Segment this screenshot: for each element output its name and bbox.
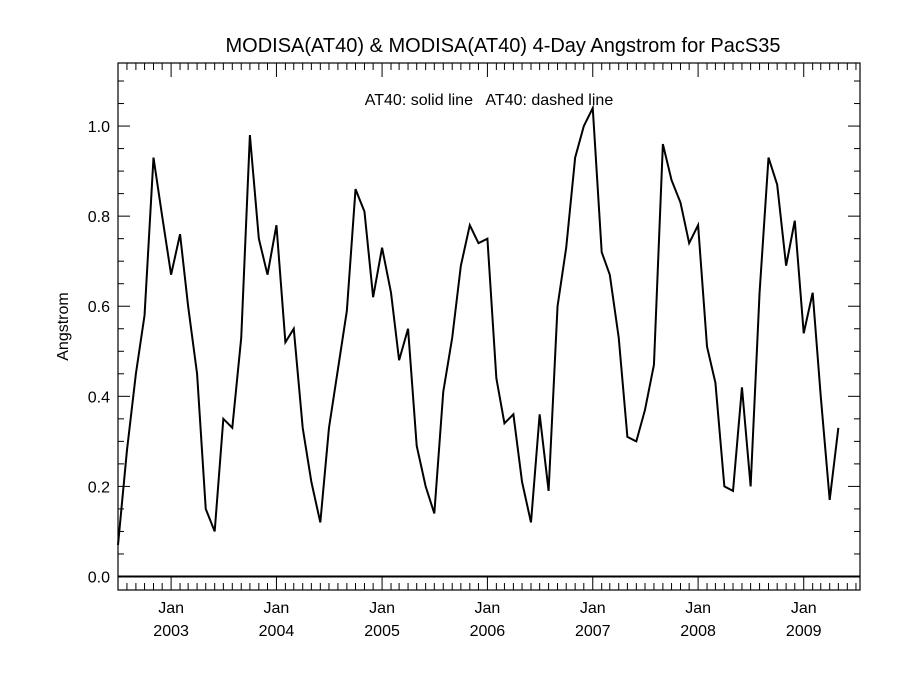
series-layer <box>117 104 860 578</box>
x-tick-year-label: 2005 <box>364 623 400 640</box>
y-tick-label: 0.2 <box>88 479 110 496</box>
x-tick-year-label: 2003 <box>153 623 189 640</box>
x-tick-month-label: Jan <box>264 600 290 617</box>
x-tick-month-label: Jan <box>475 600 501 617</box>
axis-ticks <box>117 63 860 590</box>
y-tick-label: 0.4 <box>88 389 110 406</box>
y-axis-label: Angstrom <box>55 292 72 360</box>
legend-annotation: AT40: solid line AT40: dashed line <box>365 92 614 109</box>
x-tick-month-label: Jan <box>685 600 711 617</box>
x-tick-month-label: Jan <box>369 600 395 617</box>
x-tick-year-label: 2007 <box>575 623 611 640</box>
series-line-solid <box>117 104 840 546</box>
chart-title: MODISA(AT40) & MODISA(AT40) 4-Day Angstr… <box>226 35 781 57</box>
x-tick-month-label: Jan <box>580 600 606 617</box>
y-tick-label: 0.0 <box>88 569 110 586</box>
plot-frame <box>117 62 861 591</box>
y-tick-label: 0.6 <box>88 299 110 316</box>
axis-tick-labels: 0.0 0.2 0.4 0.6 0.8 1.0 Jan 2003 Jan 2004 Jan 2005 J… <box>88 119 822 640</box>
x-tick-year-label: 2006 <box>470 623 506 640</box>
x-tick-month-label: Jan <box>158 600 184 617</box>
x-tick-year-label: 2008 <box>680 623 716 640</box>
y-tick-label: 1.0 <box>88 119 110 136</box>
x-tick-year-label: 2004 <box>259 623 295 640</box>
x-tick-month-label: Jan <box>791 600 817 617</box>
x-tick-year-label: 2009 <box>786 623 822 640</box>
y-tick-label: 0.8 <box>88 209 110 226</box>
